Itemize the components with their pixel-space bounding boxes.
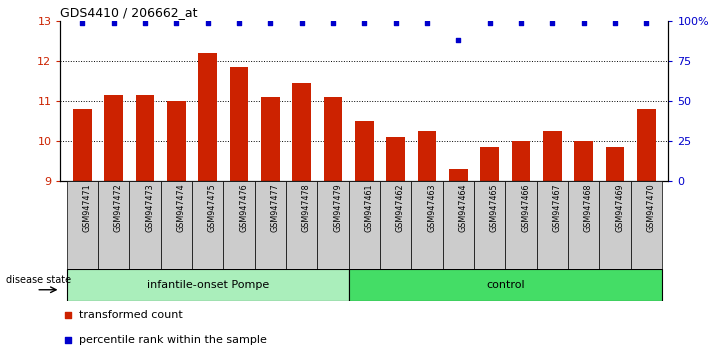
Point: [359, 20, 370, 25]
Point: [108, 20, 119, 25]
Bar: [348, 181, 380, 269]
Bar: [167, 101, 186, 181]
Point: [547, 20, 558, 25]
Bar: [105, 95, 123, 181]
Point: [515, 20, 527, 25]
Bar: [255, 181, 286, 269]
Text: disease state: disease state: [6, 275, 71, 285]
Bar: [348, 269, 662, 301]
Text: GSM947467: GSM947467: [552, 183, 562, 232]
Bar: [543, 131, 562, 181]
Bar: [73, 109, 92, 181]
Point: [422, 20, 433, 25]
Bar: [67, 269, 348, 301]
Point: [202, 20, 213, 25]
Bar: [506, 181, 537, 269]
Bar: [599, 181, 631, 269]
Text: GSM947474: GSM947474: [176, 183, 186, 232]
Bar: [136, 95, 154, 181]
Point: [77, 20, 88, 25]
Point: [233, 20, 245, 25]
Bar: [449, 169, 468, 181]
Bar: [443, 181, 474, 269]
Bar: [481, 147, 499, 181]
Text: GSM947473: GSM947473: [145, 183, 154, 232]
Text: transformed count: transformed count: [79, 310, 183, 320]
Text: GSM947461: GSM947461: [365, 183, 373, 232]
Point: [641, 20, 652, 25]
Text: GSM947475: GSM947475: [208, 183, 217, 232]
Bar: [161, 181, 192, 269]
Text: GSM947465: GSM947465: [490, 183, 498, 232]
Bar: [230, 67, 248, 181]
Bar: [417, 131, 437, 181]
Text: GSM947471: GSM947471: [82, 183, 92, 232]
Point: [139, 20, 151, 25]
Point: [304, 224, 315, 229]
Point: [296, 20, 307, 25]
Text: GSM947470: GSM947470: [646, 183, 656, 232]
Bar: [574, 141, 593, 181]
Bar: [474, 181, 506, 269]
Text: GSM947469: GSM947469: [615, 183, 624, 232]
Point: [453, 38, 464, 43]
Point: [171, 20, 182, 25]
Bar: [198, 53, 217, 181]
Bar: [223, 181, 255, 269]
Point: [304, 0, 315, 4]
Bar: [512, 141, 530, 181]
Text: GSM947468: GSM947468: [584, 183, 593, 232]
Bar: [537, 181, 568, 269]
Text: GSM947477: GSM947477: [270, 183, 279, 232]
Text: GSM947478: GSM947478: [301, 183, 311, 232]
Text: GSM947466: GSM947466: [521, 183, 530, 232]
Text: GSM947462: GSM947462: [396, 183, 405, 232]
Text: GSM947472: GSM947472: [114, 183, 123, 232]
Text: percentile rank within the sample: percentile rank within the sample: [79, 335, 267, 344]
Text: control: control: [486, 280, 525, 290]
Point: [264, 20, 276, 25]
Text: GSM947463: GSM947463: [427, 183, 436, 232]
Bar: [261, 97, 280, 181]
Text: infantile-onset Pompe: infantile-onset Pompe: [146, 280, 269, 290]
Bar: [412, 181, 443, 269]
Text: GSM947479: GSM947479: [333, 183, 342, 232]
Text: GSM947476: GSM947476: [239, 183, 248, 232]
Bar: [129, 181, 161, 269]
Bar: [386, 137, 405, 181]
Point: [327, 20, 338, 25]
Bar: [380, 181, 412, 269]
Bar: [98, 181, 129, 269]
Bar: [606, 147, 624, 181]
Point: [390, 20, 402, 25]
Bar: [355, 121, 374, 181]
Bar: [631, 181, 662, 269]
Text: GSM947464: GSM947464: [459, 183, 467, 232]
Bar: [67, 181, 98, 269]
Bar: [317, 181, 348, 269]
Bar: [637, 109, 656, 181]
Bar: [286, 181, 317, 269]
Point: [578, 20, 589, 25]
Bar: [292, 83, 311, 181]
Text: GDS4410 / 206662_at: GDS4410 / 206662_at: [60, 6, 198, 19]
Point: [609, 20, 621, 25]
Bar: [192, 181, 223, 269]
Bar: [568, 181, 599, 269]
Bar: [324, 97, 343, 181]
Point: [484, 20, 496, 25]
